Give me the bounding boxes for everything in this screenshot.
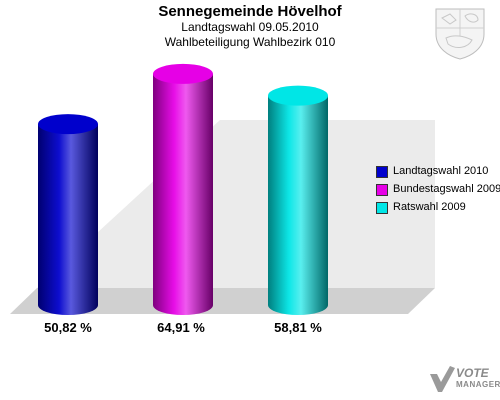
bar-3 [268,85,328,315]
bars-group [38,63,328,315]
chart-subtitle-2: Wahlbeteiligung Wahlbezirk 010 [164,35,336,49]
legend-item-1: Landtagswahl 2010 [376,164,500,179]
legend-swatch-3 [376,201,388,214]
coat-of-arms-icon [435,8,485,60]
value-label-1: 50,82 % [44,320,92,335]
brand-line-2: MANAGER [456,380,500,389]
legend-swatch-1 [376,165,388,178]
bar-1-body [38,124,98,315]
legend-item-3: Ratswahl 2009 [376,200,500,215]
chart-legend: Landtagswahl 2010 Bundestagswahl 2009 Ra… [376,164,500,218]
legend-label-3: Ratswahl 2009 [393,201,466,213]
legend-swatch-2 [376,183,388,196]
legend-label-2: Bundestagswahl 2009 [393,183,500,195]
chart-subtitle-1: Landtagswahl 09.05.2010 [181,20,319,34]
vote-manager-logo-icon [430,366,455,392]
bar-3-top [268,85,328,106]
chart-titles: Sennegemeinde Hövelhof Landtagswahl 09.0… [0,3,500,50]
bar-2-top [153,63,213,84]
value-label-3: 58,81 % [274,320,322,335]
chart-back-wall-shadow [37,120,435,288]
bar-2-body [153,73,213,315]
bar-3-body [268,95,328,315]
value-label-2: 64,91 % [157,320,205,335]
bar-1-top [38,114,98,135]
legend-label-1: Landtagswahl 2010 [393,165,489,177]
brand-line-1: VOTE [456,366,489,380]
legend-item-2: Bundestagswahl 2009 [376,182,500,197]
chart-title: Sennegemeinde Hövelhof [158,3,342,20]
bar-1 [38,114,98,315]
bar-2 [153,63,213,315]
chart-floor-shadow [10,288,435,314]
